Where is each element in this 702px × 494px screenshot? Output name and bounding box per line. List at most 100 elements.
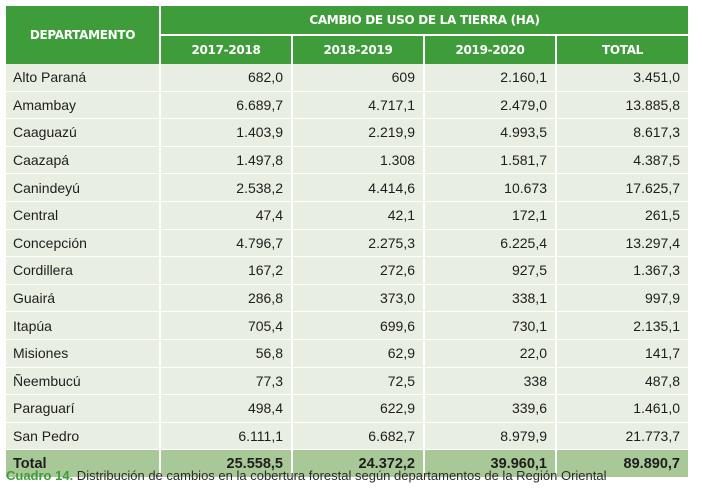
value-total: 487,8 (556, 367, 688, 396)
value-2017-2018: 167,2 (160, 256, 293, 285)
table-row: Canindeyú 2.538,2 4.414,6 10.673 17.625,7 (6, 173, 688, 202)
value-total: 1.461,0 (556, 394, 688, 423)
value-2017-2018: 1.403,9 (160, 118, 293, 147)
value-2018-2019: 622,9 (292, 394, 425, 423)
value-total: 261,5 (556, 201, 688, 230)
value-2018-2019: 62,9 (292, 339, 425, 368)
value-2019-2020: 10.673 (424, 173, 557, 202)
table-row: Amambay 6.689,7 4.717,1 2.479,0 13.885,8 (6, 91, 688, 120)
department-name: Caazapá (6, 146, 161, 175)
value-2019-2020: 2.479,0 (424, 91, 557, 120)
total-row: Total 25.558,5 24.372,2 39.960,1 89.890,7 (6, 449, 688, 479)
value-2017-2018: 705,4 (160, 311, 293, 340)
value-2018-2019: 6.682,7 (292, 422, 425, 451)
value-total: 997,9 (556, 284, 688, 313)
department-name: Concepción (6, 229, 161, 258)
value-total: 13.885,8 (556, 91, 688, 120)
value-2017-2018: 2.538,2 (160, 173, 293, 202)
header-2019-2020: 2019-2020 (424, 35, 557, 64)
value-2019-2020: 1.581,7 (424, 146, 557, 175)
caption-text: Distribución de cambios en la cobertura … (73, 468, 607, 483)
header-row-years: 2017-2018 2018-2019 2019-2020 TOTAL (6, 35, 688, 64)
table-row: Misiones 56,8 62,9 22,0 141,7 (6, 339, 688, 368)
value-2019-2020: 338,1 (424, 284, 557, 313)
value-2017-2018: 1.497,8 (160, 146, 293, 175)
table-row: Cordillera 167,2 272,6 927,5 1.367,3 (6, 256, 688, 285)
table-row: Alto Paraná 682,0 609 2.160,1 3.451,0 (6, 64, 688, 92)
value-2017-2018: 47,4 (160, 201, 293, 230)
department-name: Central (6, 201, 161, 230)
value-total: 141,7 (556, 339, 688, 368)
value-2017-2018: 56,8 (160, 339, 293, 368)
table-caption: Cuadro 14. Distribución de cambios en la… (6, 468, 607, 483)
table-row: Ñeembucú 77,3 72,5 338 487,8 (6, 367, 688, 396)
value-2018-2019: 2.275,3 (292, 229, 425, 258)
department-name: Total (6, 449, 161, 479)
department-name: Misiones (6, 339, 161, 368)
table-row: Caazapá 1.497,8 1.308 1.581,7 4.387,5 (6, 146, 688, 175)
header-2018-2019: 2018-2019 (292, 35, 425, 64)
table-body: Alto Paraná 682,0 609 2.160,1 3.451,0 Amambay… (6, 64, 688, 479)
value-2017-2018: 25.558,5 (160, 449, 293, 479)
value-total: 21.773,7 (556, 422, 688, 451)
value-total: 1.367,3 (556, 256, 688, 285)
header-row-top: DEPARTAMENTO CAMBIO DE USO DE LA TIERRA … (6, 6, 688, 64)
value-2019-2020: 172,1 (424, 201, 557, 230)
table-row: Itapúa 705,4 699,6 730,1 2.135,1 (6, 311, 688, 340)
table-row: Caaguazú 1.403,9 2.219,9 4.993,5 8.617,3 (6, 118, 688, 147)
value-2019-2020: 6.225,4 (424, 229, 557, 258)
value-total: 89.890,7 (556, 449, 688, 479)
value-2019-2020: 730,1 (424, 311, 557, 340)
caption-label: Cuadro 14. (6, 468, 74, 483)
department-name: Amambay (6, 91, 161, 120)
value-total: 13.297,4 (556, 229, 688, 258)
value-total: 17.625,7 (556, 173, 688, 202)
table-row: San Pedro 6.111,1 6.682,7 8.979,9 21.773,7 (6, 422, 688, 451)
value-2017-2018: 4.796,7 (160, 229, 293, 258)
value-total: 2.135,1 (556, 311, 688, 340)
table-row: Central 47,4 42,1 172,1 261,5 (6, 201, 688, 230)
value-total: 8.617,3 (556, 118, 688, 147)
department-name: Caaguazú (6, 118, 161, 147)
header-total: TOTAL (556, 35, 688, 64)
value-2017-2018: 286,8 (160, 284, 293, 313)
value-2018-2019: 1.308 (292, 146, 425, 175)
value-2017-2018: 498,4 (160, 394, 293, 423)
header-2017-2018: 2017-2018 (160, 35, 293, 64)
department-name: Guairá (6, 284, 161, 313)
value-2019-2020: 8.979,9 (424, 422, 557, 451)
value-2019-2020: 339,6 (424, 394, 557, 423)
value-total: 3.451,0 (556, 64, 688, 92)
table-row: Concepción 4.796,7 2.275,3 6.225,4 13.297,4 (6, 229, 688, 258)
department-name: Cordillera (6, 256, 161, 285)
value-2017-2018: 6.689,7 (160, 91, 293, 120)
value-2018-2019: 42,1 (292, 201, 425, 230)
value-2018-2019: 2.219,9 (292, 118, 425, 147)
value-2019-2020: 338 (424, 367, 557, 396)
value-2017-2018: 6.111,1 (160, 422, 293, 451)
department-name: Paraguarí (6, 394, 161, 423)
value-2019-2020: 2.160,1 (424, 64, 557, 92)
value-2019-2020: 22,0 (424, 339, 557, 368)
value-2018-2019: 272,6 (292, 256, 425, 285)
forest-change-table: DEPARTAMENTO CAMBIO DE USO DE LA TIERRA … (6, 6, 688, 479)
value-2018-2019: 72,5 (292, 367, 425, 396)
value-2018-2019: 373,0 (292, 284, 425, 313)
value-2018-2019: 609 (292, 64, 425, 92)
value-2018-2019: 24.372,2 (292, 449, 425, 479)
value-2018-2019: 699,6 (292, 311, 425, 340)
value-2017-2018: 77,3 (160, 367, 293, 396)
value-2017-2018: 682,0 (160, 64, 293, 92)
value-2019-2020: 4.993,5 (424, 118, 557, 147)
table-row: Guairá 286,8 373,0 338,1 997,9 (6, 284, 688, 313)
forest-change-table-container: DEPARTAMENTO CAMBIO DE USO DE LA TIERRA … (6, 6, 688, 479)
department-name: San Pedro (6, 422, 161, 451)
value-2018-2019: 4.414,6 (292, 173, 425, 202)
department-name: Canindeyú (6, 173, 161, 202)
value-2019-2020: 39.960,1 (424, 449, 557, 479)
value-total: 4.387,5 (556, 146, 688, 175)
header-department: DEPARTAMENTO (6, 6, 161, 64)
header-land-use-change: CAMBIO DE USO DE LA TIERRA (HA) (160, 6, 688, 36)
value-2019-2020: 927,5 (424, 256, 557, 285)
department-name: Ñeembucú (6, 367, 161, 396)
